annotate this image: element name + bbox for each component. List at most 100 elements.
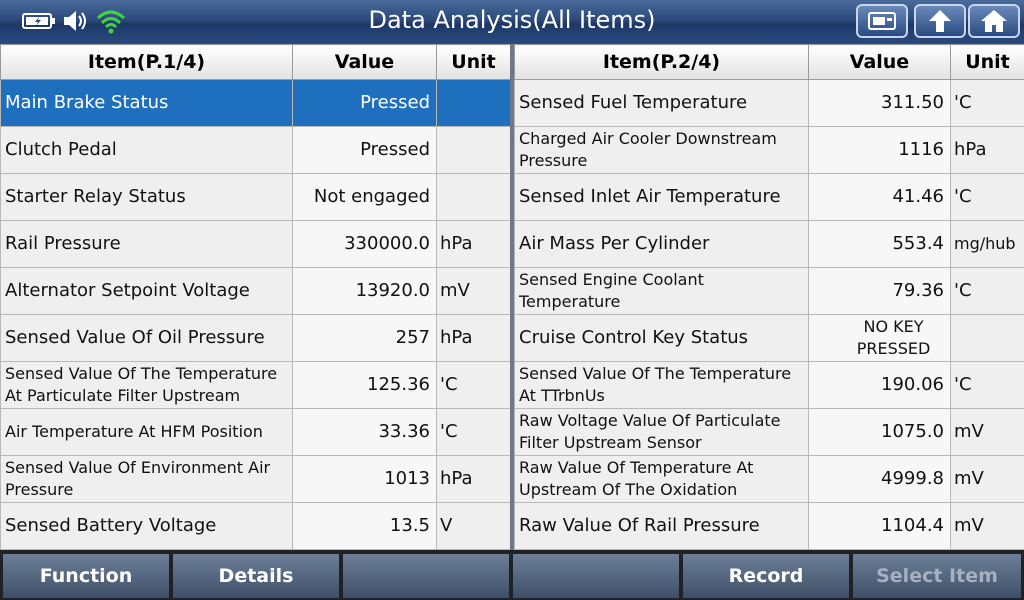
- row-item: Sensed Fuel Temperature: [514, 79, 809, 127]
- row-value: 79.36: [808, 267, 951, 315]
- row-value: 1104.4: [808, 502, 951, 550]
- row-value: 4999.8: [808, 455, 951, 503]
- table-row[interactable]: Sensed Fuel Temperature 311.50 'C: [514, 79, 1024, 127]
- column-header-item: Item(P.2/4): [514, 44, 809, 80]
- title-bar: Data Analysis(All Items): [0, 0, 1024, 44]
- row-value: 1075.0: [808, 408, 951, 456]
- row-value: 125.36: [292, 361, 437, 409]
- row-unit: [436, 79, 511, 127]
- back-button[interactable]: [914, 4, 966, 38]
- row-value: 13.5: [292, 502, 437, 550]
- table-row[interactable]: Sensed Value Of Oil Pressure 257 hPa: [0, 314, 511, 362]
- screenshot-button[interactable]: [856, 4, 908, 38]
- data-table-left: Item(P.1/4) Value Unit Main Brake Status…: [0, 44, 511, 550]
- table-row[interactable]: Air Temperature At HFM Position 33.36 'C: [0, 408, 511, 456]
- row-item: Sensed Value Of The Temperature At Parti…: [0, 361, 293, 409]
- status-icons: [22, 8, 126, 34]
- row-item: Main Brake Status: [0, 79, 293, 127]
- row-value: 553.4: [808, 220, 951, 268]
- table-row[interactable]: Charged Air Cooler Downstream Pressure 11…: [514, 126, 1024, 174]
- row-value: NO KEY PRESSED: [808, 314, 951, 362]
- row-unit: 'C: [950, 361, 1024, 409]
- row-unit: [436, 173, 511, 221]
- row-unit: hPa: [436, 455, 511, 503]
- row-unit: V: [436, 502, 511, 550]
- table-row[interactable]: Starter Relay Status Not engaged: [0, 173, 511, 221]
- table-row[interactable]: Air Mass Per Cylinder 553.4 mg/hub: [514, 220, 1024, 268]
- table-row[interactable]: Clutch Pedal Pressed: [0, 126, 511, 174]
- screenshot-icon: [868, 12, 896, 30]
- table-row[interactable]: Raw Voltage Value Of Particulate Filter …: [514, 408, 1024, 456]
- table-row[interactable]: Cruise Control Key Status NO KEY PRESSED: [514, 314, 1024, 362]
- table-row[interactable]: Sensed Battery Voltage 13.5 V: [0, 502, 511, 550]
- row-unit: mV: [950, 455, 1024, 503]
- home-button[interactable]: [968, 4, 1020, 38]
- row-unit: hPa: [436, 314, 511, 362]
- row-item: Cruise Control Key Status: [514, 314, 809, 362]
- row-item: Sensed Value Of Environment Air Pressure: [0, 455, 293, 503]
- panel-divider: [510, 44, 514, 550]
- table-row[interactable]: Rail Pressure 330000.0 hPa: [0, 220, 511, 268]
- details-button[interactable]: Details: [172, 553, 340, 599]
- table-row[interactable]: Sensed Engine Coolant Temperature 79.36 'C: [514, 267, 1024, 315]
- row-item: Rail Pressure: [0, 220, 293, 268]
- row-value: Pressed: [292, 126, 437, 174]
- row-item: Air Mass Per Cylinder: [514, 220, 809, 268]
- row-value: Not engaged: [292, 173, 437, 221]
- row-unit: hPa: [950, 126, 1024, 174]
- column-header-unit: Unit: [950, 44, 1024, 80]
- row-unit: mg/hub: [950, 220, 1024, 268]
- row-item: Alternator Setpoint Voltage: [0, 267, 293, 315]
- column-header-value: Value: [808, 44, 951, 80]
- row-value: 1013: [292, 455, 437, 503]
- function-bar: Function Details Record Select Item: [0, 550, 1024, 600]
- function-button[interactable]: Function: [2, 553, 170, 599]
- speaker-icon: [64, 11, 86, 31]
- row-value: Pressed: [292, 79, 437, 127]
- row-value: 1116: [808, 126, 951, 174]
- table-header-row: Item(P.1/4) Value Unit: [0, 44, 511, 80]
- record-button[interactable]: Record: [682, 553, 850, 599]
- table-row[interactable]: Alternator Setpoint Voltage 13920.0 mV: [0, 267, 511, 315]
- row-unit: [950, 314, 1024, 362]
- row-item: Raw Value Of Rail Pressure: [514, 502, 809, 550]
- row-item: Sensed Inlet Air Temperature: [514, 173, 809, 221]
- row-unit: 'C: [950, 267, 1024, 315]
- table-row[interactable]: Sensed Inlet Air Temperature 41.46 'C: [514, 173, 1024, 221]
- row-item: Clutch Pedal: [0, 126, 293, 174]
- column-header-item: Item(P.1/4): [0, 44, 293, 80]
- row-item: Sensed Engine Coolant Temperature: [514, 267, 809, 315]
- empty-button-3[interactable]: [342, 553, 510, 599]
- table-row[interactable]: Sensed Value Of The Temperature At Parti…: [0, 361, 511, 409]
- back-icon: [929, 10, 951, 32]
- data-table-right: Item(P.2/4) Value Unit Sensed Fuel Tempe…: [514, 44, 1024, 550]
- table-row[interactable]: Sensed Value Of The Temperature At TTrbn…: [514, 361, 1024, 409]
- row-unit: 'C: [950, 173, 1024, 221]
- select-item-button[interactable]: Select Item: [852, 553, 1022, 599]
- row-item: Sensed Value Of The Temperature At TTrbn…: [514, 361, 809, 409]
- row-item: Sensed Value Of Oil Pressure: [0, 314, 293, 362]
- row-unit: mV: [436, 267, 511, 315]
- row-item: Air Temperature At HFM Position: [0, 408, 293, 456]
- row-unit: hPa: [436, 220, 511, 268]
- table-row[interactable]: Raw Value Of Temperature At Upstream Of …: [514, 455, 1024, 503]
- row-item: Raw Voltage Value Of Particulate Filter …: [514, 408, 809, 456]
- column-header-unit: Unit: [436, 44, 511, 80]
- row-value: 190.06: [808, 361, 951, 409]
- row-value: 330000.0: [292, 220, 437, 268]
- row-value: 257: [292, 314, 437, 362]
- battery-icon: [22, 13, 55, 29]
- row-item: Starter Relay Status: [0, 173, 293, 221]
- table-header-row: Item(P.2/4) Value Unit: [514, 44, 1024, 80]
- empty-button-4[interactable]: [512, 553, 680, 599]
- row-unit: 'C: [436, 361, 511, 409]
- row-value: 311.50: [808, 79, 951, 127]
- row-item: Raw Value Of Temperature At Upstream Of …: [514, 455, 809, 503]
- table-row[interactable]: Raw Value Of Rail Pressure 1104.4 mV: [514, 502, 1024, 550]
- row-value: 13920.0: [292, 267, 437, 315]
- table-row[interactable]: Sensed Value Of Environment Air Pressure…: [0, 455, 511, 503]
- row-unit: 'C: [950, 79, 1024, 127]
- row-value: 41.46: [808, 173, 951, 221]
- row-unit: mV: [950, 408, 1024, 456]
- table-row[interactable]: Main Brake Status Pressed: [0, 79, 511, 127]
